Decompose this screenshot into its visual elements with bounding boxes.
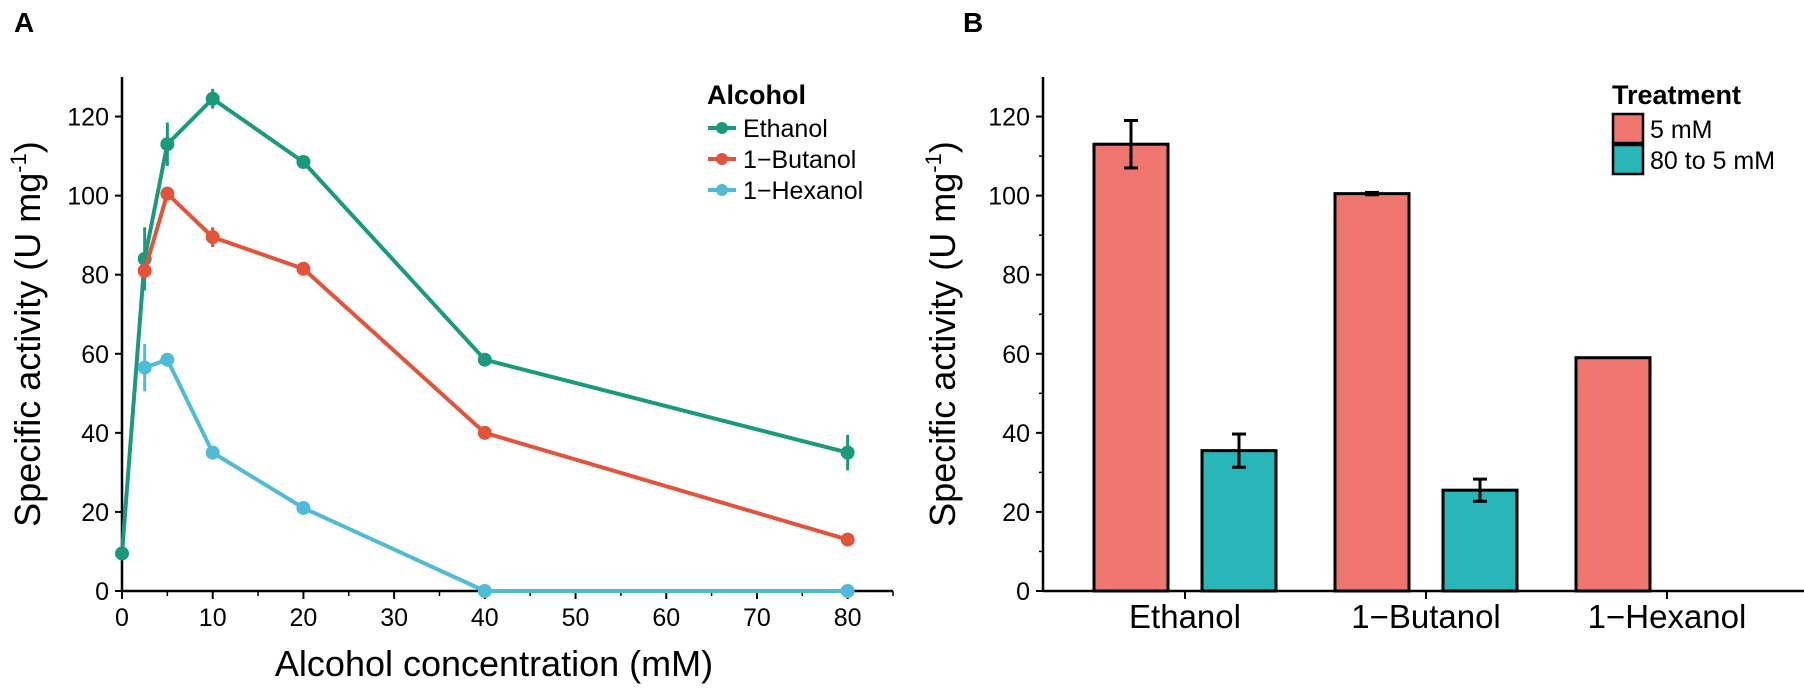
panel-a-x-ticks: 0 10 20 30 40 50 60 70 80 [115, 591, 894, 632]
legend-item: 1−Butanol [708, 146, 856, 174]
x-tick-label: 30 [380, 604, 408, 632]
x-tick-label: 50 [562, 604, 590, 632]
series-line [120, 96, 849, 554]
panel-b-legend-title: Treatment [1612, 80, 1741, 110]
panel-b-y-axis-title: Specific activity (U mg-1) [921, 141, 963, 527]
bar [1092, 142, 1170, 593]
panel-a-legend: Alcohol Ethanol 1−Butanol 1−Hexanol [707, 80, 863, 205]
panel-b-bars [1092, 118, 1759, 593]
data-point [296, 261, 311, 276]
panel-a-series [115, 88, 855, 598]
x-tick-label: 10 [199, 604, 227, 632]
panel-a-line-chart: A 0 20 40 60 80 100 120 0 10 20 30 40 50 60 70 80 Alco… [6, 7, 894, 684]
data-point [160, 137, 175, 152]
legend-label: 1−Butanol [743, 146, 856, 174]
category-label: Ethanol [1129, 598, 1241, 635]
legend-label: 80 to 5 mM [1650, 147, 1775, 175]
y-tick-label: 20 [1002, 499, 1030, 527]
data-point [205, 445, 220, 460]
legend-item: 80 to 5 mM [1611, 143, 1775, 176]
data-point [160, 186, 175, 201]
data-point [115, 546, 129, 561]
legend-color-swatch [1611, 143, 1645, 176]
data-point [296, 155, 311, 170]
series-1-butanol [137, 186, 855, 547]
data-point [840, 584, 855, 598]
x-tick-label: 0 [115, 604, 129, 632]
data-point [840, 445, 855, 460]
y-tick-label: 100 [988, 183, 1030, 211]
panel-b-bar-chart: B 0 20 40 60 80 100 120 Ethanol 1−Butanol 1−Hexa… [921, 7, 1804, 635]
data-point [137, 360, 152, 375]
x-tick-label: 20 [290, 604, 318, 632]
series-line [144, 357, 848, 593]
data-point [477, 584, 492, 598]
y-tick-label: 120 [988, 104, 1030, 132]
x-tick-label: 60 [652, 604, 680, 632]
panel-b-legend-items: 5 mM 80 to 5 mM [1611, 112, 1775, 176]
legend-item: 5 mM [1611, 112, 1713, 145]
panel-b-category-labels: Ethanol 1−Butanol 1−Hexanol [1129, 591, 1746, 635]
bar [1200, 449, 1278, 593]
data-point [160, 352, 175, 367]
y-tick-label: 120 [67, 104, 109, 132]
y-tick-label: 80 [81, 262, 109, 290]
legend-label: 1−Hexanol [743, 177, 863, 205]
panel-a-y-ticks: 0 20 40 60 80 100 120 [67, 104, 122, 606]
panel-b-legend: Treatment 5 mM 80 to 5 mM [1611, 80, 1775, 176]
panel-b-y-ticks: 0 20 40 60 80 100 120 [988, 104, 1043, 606]
y-tick-label: 0 [95, 578, 109, 606]
series-line [142, 191, 849, 542]
series-1-hexanol [137, 343, 855, 598]
panel-a-y-axis-title: Specific activity (U mg-1) [6, 141, 48, 527]
data-point [477, 352, 492, 367]
bar [1333, 192, 1411, 593]
data-point [840, 532, 855, 547]
y-tick-label: 100 [67, 183, 109, 211]
legend-item: Ethanol [708, 115, 828, 143]
panel-a-x-axis-title: Alcohol concentration (mM) [275, 643, 713, 684]
y-tick-label: 0 [1016, 578, 1030, 606]
data-point [205, 91, 220, 106]
legend-point-swatch [716, 153, 728, 165]
legend-label: Ethanol [743, 115, 828, 143]
series-ethanol [115, 88, 855, 561]
legend-point-swatch [716, 122, 728, 134]
y-tick-label: 80 [1002, 262, 1030, 290]
y-tick-label: 20 [81, 499, 109, 527]
bar-group-ethanol [1092, 118, 1278, 593]
x-tick-label: 40 [471, 604, 499, 632]
data-point [205, 230, 220, 245]
category-label: 1−Hexanol [1588, 598, 1747, 635]
x-tick-label: 70 [743, 604, 771, 632]
bar [1574, 356, 1652, 593]
legend-point-swatch [716, 184, 728, 196]
legend-item: 1−Hexanol [708, 177, 863, 205]
panel-a-legend-items: Ethanol 1−Butanol 1−Hexanol [708, 115, 863, 205]
data-point [296, 500, 311, 515]
y-tick-label: 40 [81, 420, 109, 448]
x-tick-label: 80 [834, 604, 862, 632]
category-label: 1−Butanol [1351, 598, 1501, 635]
panel-a-legend-title: Alcohol [707, 80, 806, 110]
legend-label: 5 mM [1650, 116, 1713, 144]
data-point [477, 425, 492, 440]
bar-group-1-butanol [1333, 190, 1519, 593]
y-tick-label: 60 [1002, 341, 1030, 369]
panel-b-label: B [963, 7, 983, 38]
bar-group-1-hexanol [1574, 356, 1759, 593]
y-tick-label: 40 [1002, 420, 1030, 448]
panel-a-label: A [14, 7, 34, 38]
legend-color-swatch [1611, 112, 1645, 145]
bar [1441, 488, 1519, 593]
data-point [137, 263, 152, 278]
y-tick-label: 60 [81, 341, 109, 369]
